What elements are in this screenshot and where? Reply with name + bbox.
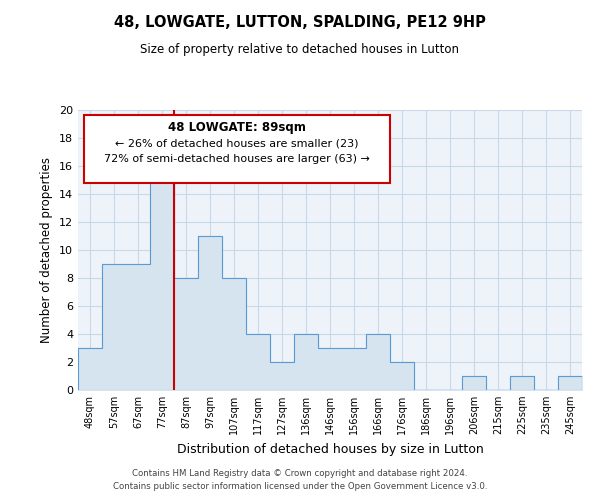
Y-axis label: Number of detached properties: Number of detached properties (40, 157, 53, 343)
Text: ← 26% of detached houses are smaller (23): ← 26% of detached houses are smaller (23… (115, 139, 359, 149)
Text: Size of property relative to detached houses in Lutton: Size of property relative to detached ho… (140, 42, 460, 56)
Text: 72% of semi-detached houses are larger (63) →: 72% of semi-detached houses are larger (… (104, 154, 370, 164)
Text: 48, LOWGATE, LUTTON, SPALDING, PE12 9HP: 48, LOWGATE, LUTTON, SPALDING, PE12 9HP (114, 15, 486, 30)
Text: Contains HM Land Registry data © Crown copyright and database right 2024.: Contains HM Land Registry data © Crown c… (132, 468, 468, 477)
Text: Contains public sector information licensed under the Open Government Licence v3: Contains public sector information licen… (113, 482, 487, 491)
Text: 48 LOWGATE: 89sqm: 48 LOWGATE: 89sqm (169, 121, 306, 134)
X-axis label: Distribution of detached houses by size in Lutton: Distribution of detached houses by size … (176, 442, 484, 456)
